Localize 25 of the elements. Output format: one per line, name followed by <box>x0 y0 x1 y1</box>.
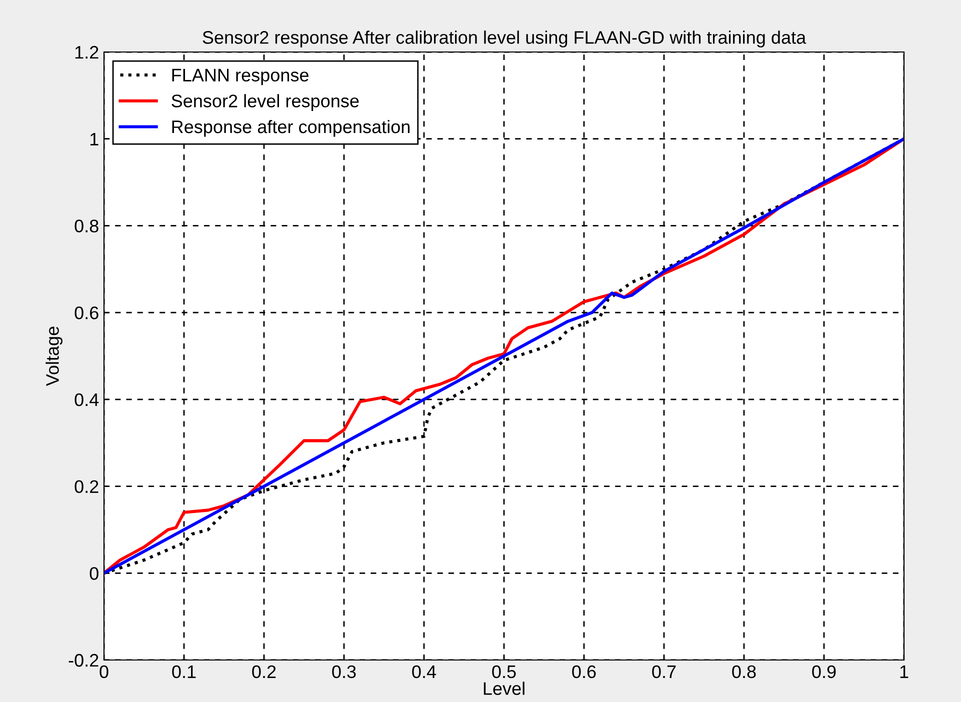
y-tick-label: 0.8 <box>74 220 98 232</box>
x-tick-label: 0.6 <box>572 665 596 678</box>
y-tick-label: 0.4 <box>74 393 99 406</box>
y-axis-title: Voltage <box>46 326 62 386</box>
y-tick-label: -0.2 <box>68 654 98 667</box>
legend-label: FLANN response <box>172 68 308 86</box>
y-tick-label: 0.2 <box>74 480 98 494</box>
x-tick-label: 0.8 <box>732 665 756 678</box>
y-tick-label: 1 <box>90 132 98 146</box>
legend-label: Sensor2 level response <box>172 94 359 111</box>
y-tick-label: 0.6 <box>74 306 98 320</box>
x-tick-label: 0.5 <box>492 665 516 678</box>
x-tick-label: 1 <box>900 666 908 678</box>
y-tick-label: 0 <box>90 567 98 580</box>
x-tick-label: 0.1 <box>172 665 196 678</box>
chart-title: Sensor2 response After calibration level using FLAAN-GD with training data <box>202 30 806 48</box>
x-tick-label: 0.7 <box>652 665 676 678</box>
legend-label: Response after compensation <box>172 120 410 137</box>
x-tick-label: 0.9 <box>812 665 836 678</box>
x-tick-label: 0.4 <box>412 665 436 678</box>
x-tick-label: 0 <box>100 665 108 678</box>
x-tick-label: 0.3 <box>332 665 356 678</box>
x-tick-label: 0.2 <box>252 665 276 678</box>
x-axis-title: Level <box>484 682 524 695</box>
y-tick-label: 1.2 <box>75 46 98 59</box>
